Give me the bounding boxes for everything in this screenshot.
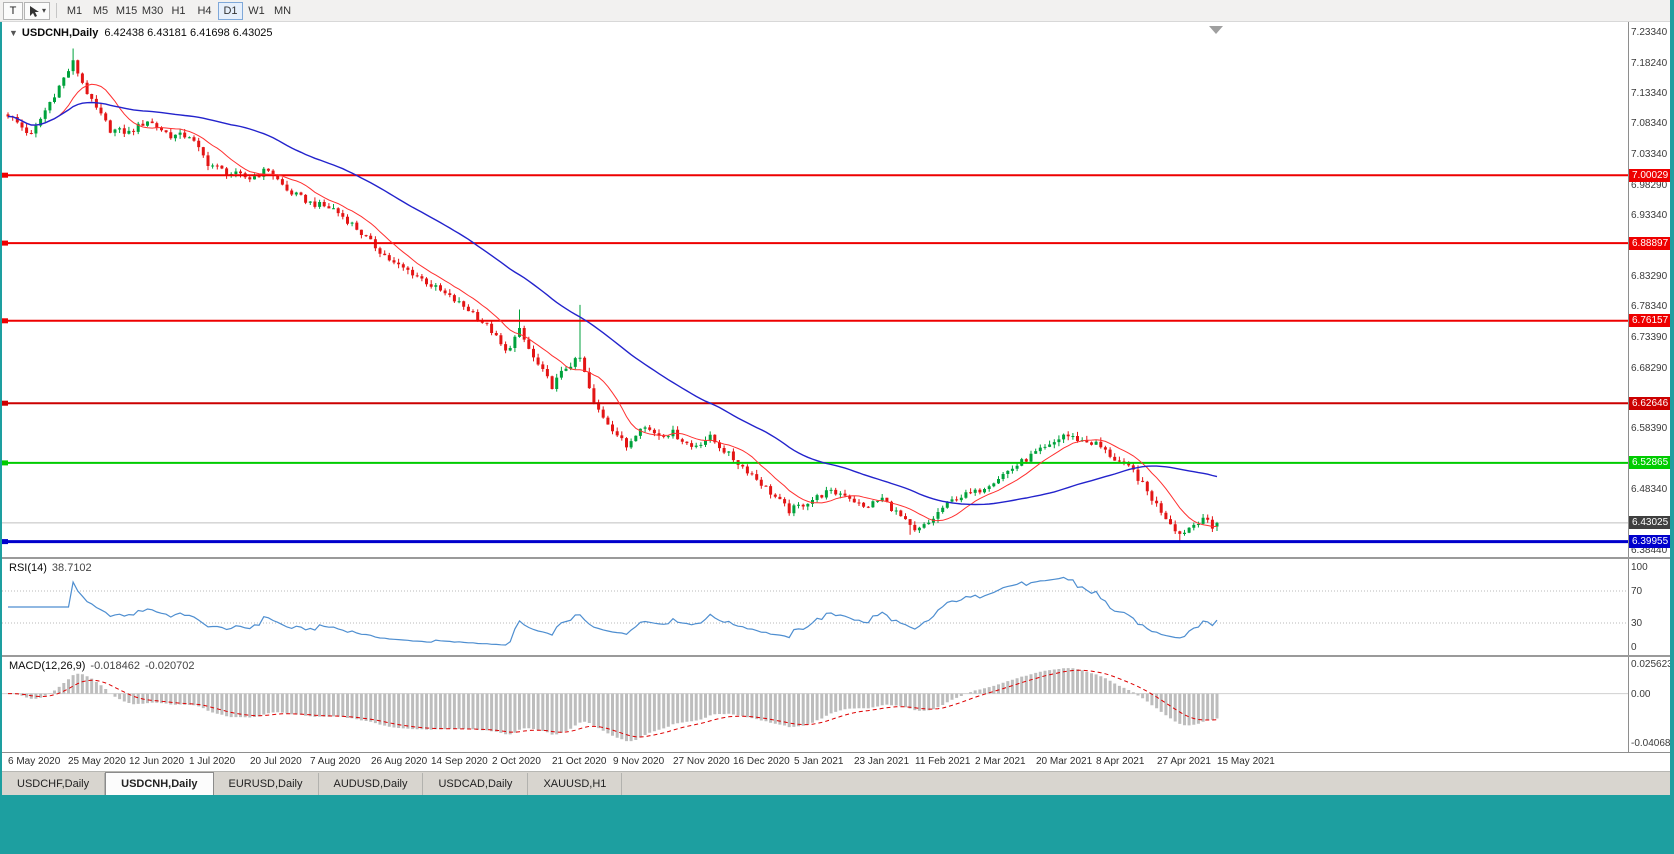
- timeframe-bar: M1 M5 M15 M30 H1 H4 D1 W1 MN: [62, 1, 296, 20]
- window-frame-bottom: [0, 795, 1674, 854]
- price-axis-label: 7.08340: [1631, 118, 1668, 129]
- price-axis-label: 6.93340: [1631, 210, 1668, 221]
- dropdown-caret-icon: ▾: [42, 6, 47, 15]
- price-axis-label: 7.23340: [1631, 27, 1668, 38]
- price-axis-label: 7.03340: [1631, 149, 1668, 160]
- toolbar-separator: [56, 3, 58, 18]
- date-label: 20 Mar 2021: [1036, 756, 1093, 767]
- price-axis-label: 6.68290: [1631, 363, 1668, 374]
- cursor-tool-button[interactable]: ▾: [24, 1, 51, 20]
- price-axis[interactable]: 7.23340 7.18240 7.13340 7.08340 7.03340 6.982…: [1628, 22, 1670, 557]
- date-label: 23 Jan 2021: [854, 756, 910, 767]
- chart-tab-xauusd[interactable]: XAUUSD,H1: [528, 773, 623, 795]
- panel-splitter-macd[interactable]: [2, 655, 1670, 657]
- timeframe-button-w1[interactable]: W1: [248, 4, 265, 17]
- timeframe-button-d1[interactable]: D1: [218, 1, 244, 20]
- date-label: 8 Apr 2021: [1096, 756, 1145, 767]
- macd-label: MACD(12,26,9): [9, 660, 86, 672]
- cursor-icon: [30, 5, 39, 17]
- chart-tab-usdchf[interactable]: USDCHF,Daily: [2, 773, 106, 795]
- rsi-value: 38.7102: [51, 562, 92, 574]
- price-line-label: 6.88897: [1629, 237, 1670, 250]
- current-price-label: 6.43025: [1629, 516, 1670, 529]
- date-axis[interactable]: 6 May 2020 25 May 2020 12 Jun 2020 1 Jul 20…: [2, 752, 1670, 771]
- date-label: 1 Jul 2020: [189, 756, 236, 767]
- top-toolbar: T ▾ M1 M5 M15 M30 H1 H4 D1 W1 MN: [0, 0, 1674, 22]
- chart-header: ▼ USDCNH,Daily 6.42438 6.43181 6.41698 6.4…: [9, 27, 273, 39]
- templates-button[interactable]: T: [3, 1, 23, 20]
- macd-value-signal: -0.020702: [144, 660, 195, 672]
- rsi-axis-label: 100: [1631, 562, 1648, 573]
- timeframe-button-m15[interactable]: M15: [115, 4, 138, 17]
- chart-tab-usdcad[interactable]: USDCAD,Daily: [423, 773, 529, 795]
- price-axis-label: 6.98290: [1631, 180, 1668, 191]
- macd-axis-label: 0.025623: [1631, 659, 1670, 670]
- date-label: 27 Nov 2020: [673, 756, 730, 767]
- main-chart-panel[interactable]: ▼ USDCNH,Daily 6.42438 6.43181 6.41698 6.4…: [2, 22, 1670, 557]
- rsi-panel[interactable]: RSI(14) 38.7102 100 70 30 0: [2, 559, 1670, 655]
- macd-canvas[interactable]: [2, 657, 1628, 752]
- panel-splitter-rsi[interactable]: [2, 557, 1670, 559]
- window-frame-right: [1670, 0, 1674, 854]
- price-line-label: 6.39955: [1629, 535, 1670, 548]
- price-axis-label: 6.78340: [1631, 301, 1668, 312]
- date-label: 21 Oct 2020: [552, 756, 607, 767]
- price-line-label: 7.00029: [1629, 169, 1670, 182]
- price-line-label: 6.52865: [1629, 456, 1670, 469]
- rsi-header: RSI(14) 38.7102: [9, 562, 92, 574]
- chart-tab-audusd[interactable]: AUDUSD,Daily: [318, 773, 424, 795]
- date-label: 6 May 2020: [8, 756, 61, 767]
- timeframe-button-mn[interactable]: MN: [273, 4, 292, 17]
- price-axis-label: 7.18240: [1631, 58, 1668, 69]
- timeframe-button-h4[interactable]: H4: [197, 4, 212, 17]
- timeframe-button-m5[interactable]: M5: [92, 4, 109, 17]
- price-axis-label: 7.13340: [1631, 88, 1668, 99]
- price-axis-label: 6.83290: [1631, 271, 1668, 282]
- date-label: 25 May 2020: [68, 756, 126, 767]
- macd-value-main: -0.018462: [90, 660, 140, 672]
- collapse-icon[interactable]: ▼: [9, 28, 18, 38]
- chart-tabs-bar: USDCHF,Daily USDCNH,Daily EURUSD,Daily AUDU…: [2, 771, 1670, 795]
- date-label: 11 Feb 2021: [915, 756, 971, 767]
- date-label: 12 Jun 2020: [129, 756, 185, 767]
- chart-tab-eurusd[interactable]: EURUSD,Daily: [213, 773, 319, 795]
- date-label: 20 Jul 2020: [250, 756, 302, 767]
- timeframe-button-h1[interactable]: H1: [171, 4, 186, 17]
- macd-axis[interactable]: 0.025623 0.00 -0.040687: [1628, 657, 1670, 752]
- chart-shift-marker: [1209, 26, 1223, 34]
- date-label: 9 Nov 2020: [613, 756, 665, 767]
- date-label: 2 Mar 2021: [975, 756, 1026, 767]
- rsi-axis-label: 70: [1631, 586, 1643, 597]
- rsi-canvas[interactable]: [2, 559, 1628, 655]
- macd-header: MACD(12,26,9) -0.018462 -0.020702: [9, 660, 195, 672]
- date-label: 2 Oct 2020: [492, 756, 541, 767]
- main-chart-canvas[interactable]: [2, 22, 1628, 557]
- macd-axis-label: -0.040687: [1631, 738, 1670, 749]
- timeframe-button-m30[interactable]: M30: [141, 4, 164, 17]
- macd-panel[interactable]: MACD(12,26,9) -0.018462 -0.020702 0.025623…: [2, 657, 1670, 752]
- rsi-label: RSI(14): [9, 562, 47, 574]
- rsi-axis[interactable]: 100 70 30 0: [1628, 559, 1670, 655]
- date-label: 26 Aug 2020: [371, 756, 428, 767]
- rsi-axis-label: 0: [1631, 642, 1637, 653]
- date-label: 7 Aug 2020: [310, 756, 361, 767]
- rsi-axis-label: 30: [1631, 618, 1643, 629]
- date-label: 16 Dec 2020: [733, 756, 790, 767]
- date-label: 5 Jan 2021: [794, 756, 844, 767]
- timeframe-button-m1[interactable]: M1: [66, 4, 83, 17]
- price-axis-label: 6.73390: [1631, 332, 1668, 343]
- date-label: 27 Apr 2021: [1157, 756, 1211, 767]
- chart-symbol-label: USDCNH,Daily: [21, 27, 99, 39]
- price-axis-label: 6.58390: [1631, 423, 1668, 434]
- price-axis-label: 6.38440: [1631, 545, 1668, 556]
- price-axis-label: 6.48340: [1631, 484, 1668, 495]
- macd-axis-label: 0.00: [1631, 689, 1651, 700]
- chart-tab-usdcnh[interactable]: USDCNH,Daily: [105, 772, 214, 795]
- date-label: 14 Sep 2020: [431, 756, 488, 767]
- chart-ohlc-values: 6.42438 6.43181 6.41698 6.43025: [104, 27, 273, 39]
- price-line-label: 6.76157: [1629, 314, 1670, 327]
- date-label: 15 May 2021: [1217, 756, 1275, 767]
- price-line-label: 6.62646: [1629, 397, 1670, 410]
